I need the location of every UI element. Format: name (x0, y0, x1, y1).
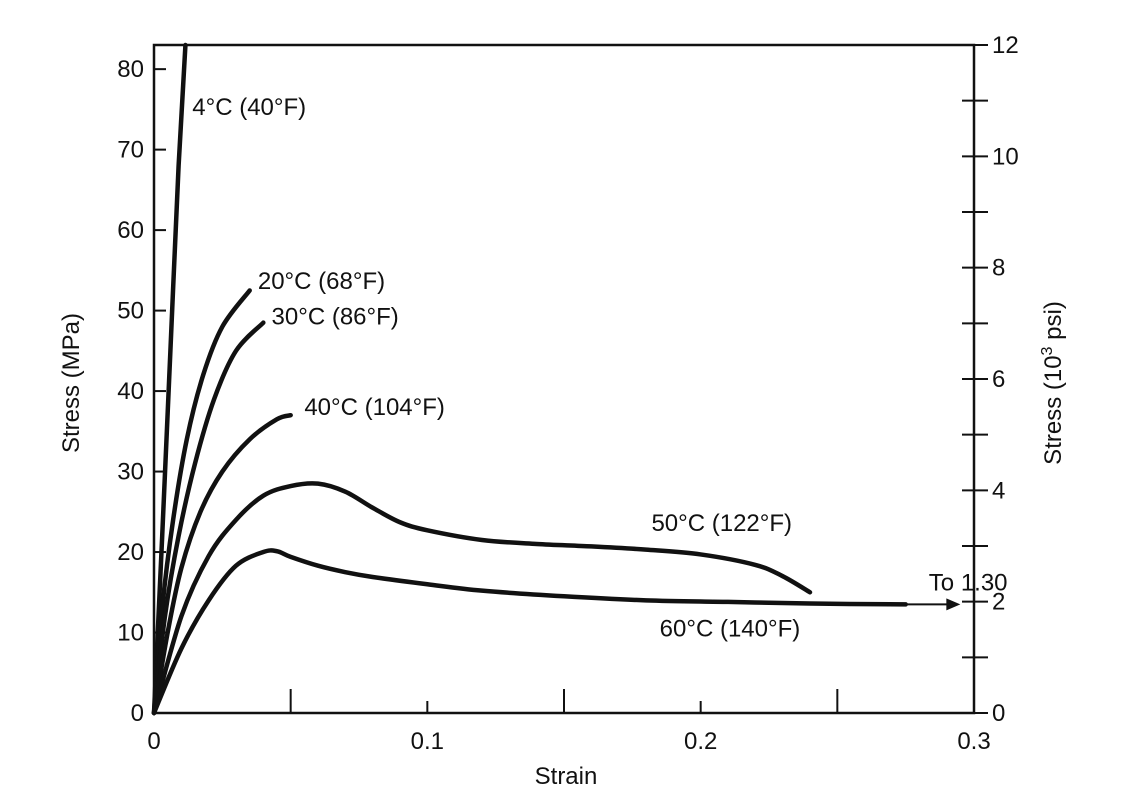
series-label-2: 30°C (86°F) (272, 303, 399, 330)
series-curve-0 (151, 42, 188, 716)
series-label-3: 40°C (104°F) (304, 394, 445, 421)
annotation-to-1-30: To 1.30 (929, 570, 1008, 597)
y2-tick-label: 12 (992, 32, 1019, 59)
y2-tick-label: 0 (992, 700, 1005, 727)
x-tick-label: 0 (147, 728, 160, 755)
series-curve-1 (151, 288, 252, 716)
y-tick-label: 50 (117, 298, 144, 325)
x-tick-label: 0.3 (957, 728, 990, 755)
curves (151, 42, 908, 716)
y2-axis-title-end: psi) (1040, 301, 1067, 346)
arrow-head (946, 598, 961, 611)
series-curve-4 (151, 481, 813, 716)
x-axis-title: Strain (535, 763, 598, 790)
y-tick-label: 0 (131, 700, 144, 727)
series-label-0: 4°C (40°F) (192, 94, 306, 121)
series-labels: 4°C (40°F) 20°C (68°F) 30°C (86°F) 40°C (10… (192, 94, 800, 643)
y2-axis-title-sup: 3 (1039, 346, 1056, 355)
series-curve-3 (151, 412, 293, 716)
plot-frame (152, 43, 976, 715)
y-tick-label: 10 (117, 620, 144, 647)
annotations: To 1.30 (905, 570, 1008, 611)
y2-tick-label: 6 (992, 366, 1005, 393)
y2-axis-title-main: Stress (10 (1040, 355, 1067, 464)
y-tick-label: 30 (117, 459, 144, 486)
series-label-4: 50°C (122°F) (651, 510, 792, 537)
axis-ticks (153, 44, 988, 714)
y2-tick-label: 10 (992, 143, 1019, 170)
y-axis-title: Stress (MPa) (58, 313, 85, 453)
y2-tick-label: 4 (992, 477, 1005, 504)
series-curve-5 (151, 548, 908, 716)
series-label-5: 60°C (140°F) (660, 616, 801, 643)
series-curve-2 (151, 320, 266, 716)
x-tick-label: 0.1 (411, 728, 444, 755)
y-tick-label: 20 (117, 539, 144, 566)
y2-tick-label: 8 (992, 255, 1005, 282)
y-tick-label: 40 (117, 378, 144, 405)
series-label-1: 20°C (68°F) (258, 268, 385, 295)
y-tick-label: 80 (117, 56, 144, 83)
y-tick-label: 60 (117, 217, 144, 244)
axis-tick-labels: 0 10 20 30 40 50 60 70 80 0 2 4 6 8 10 12 0 0.1 0.2 0.3 (117, 32, 1018, 755)
y2-tick-label: 2 (992, 589, 1005, 616)
y-tick-label: 70 (117, 137, 144, 164)
x-tick-label: 0.2 (684, 728, 717, 755)
y2-axis-title: Stress (103 psi) (1039, 301, 1067, 465)
